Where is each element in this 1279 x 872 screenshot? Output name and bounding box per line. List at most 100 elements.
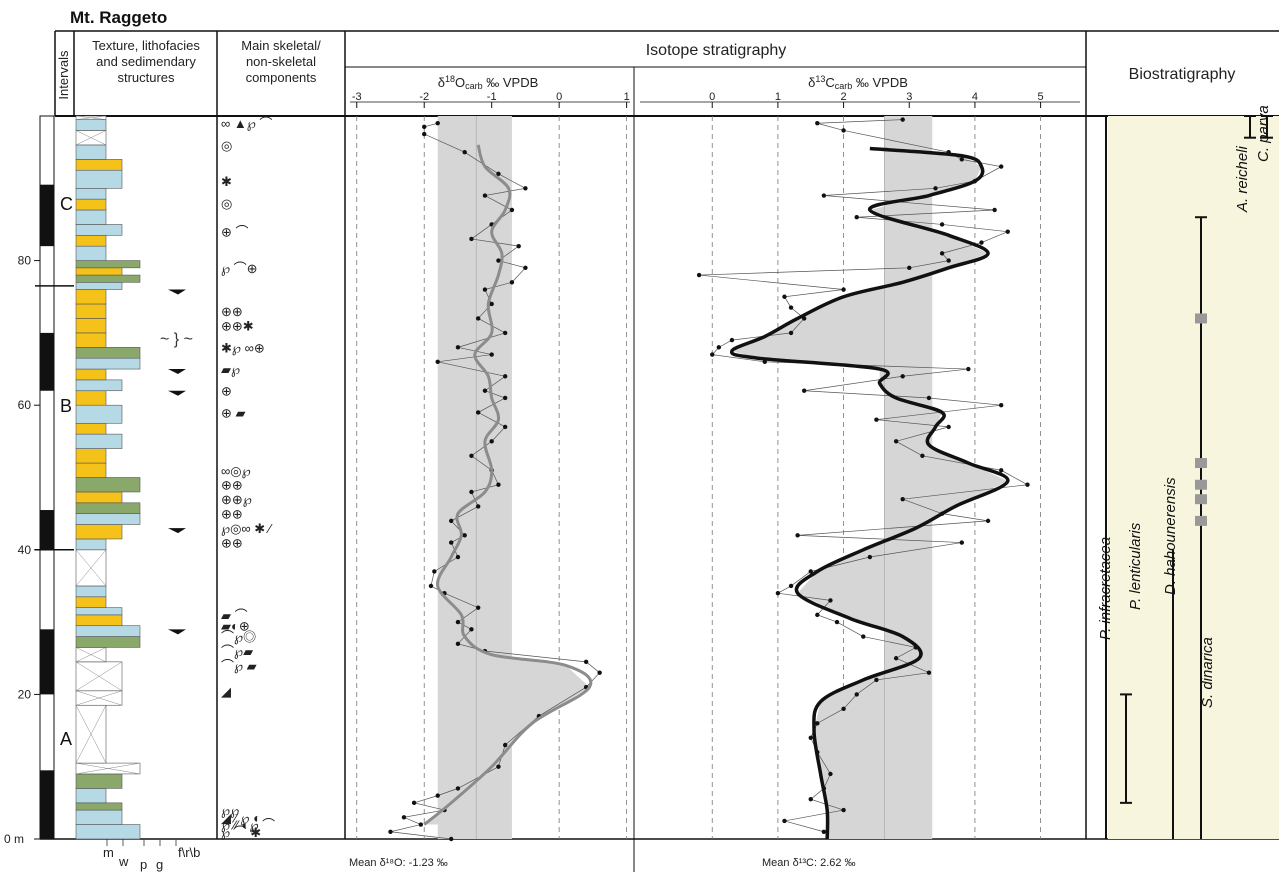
raw-data-line (699, 119, 1029, 833)
d18O-plot: -3 -2 -1 0 1 (350, 91, 630, 842)
legend-m: m (103, 845, 114, 860)
component-symbols-icon: ▰℘ (221, 362, 240, 377)
depth-tick-label: 40 (18, 543, 32, 557)
lithology-bed (75, 159, 123, 171)
data-point (926, 670, 932, 675)
data-point (496, 764, 501, 769)
lithology-bed (75, 614, 123, 627)
lithology-bed (75, 368, 107, 381)
data-point (828, 771, 833, 777)
data-point (496, 482, 501, 487)
data-point (808, 797, 813, 802)
component-symbols-icon: ⊕⊕✱ (221, 319, 254, 334)
data-point (939, 222, 945, 227)
data-point (422, 131, 427, 137)
data-point (841, 706, 846, 712)
data-point (388, 829, 393, 834)
structure-mark-icon (168, 390, 186, 396)
lithology-bed (75, 513, 141, 525)
lithology-bed (75, 448, 107, 464)
data-point (523, 265, 528, 271)
lithology-bed (75, 802, 123, 811)
data-point (455, 345, 461, 350)
interval-black-bar (40, 184, 54, 247)
data-point (449, 518, 454, 524)
component-symbols-icon: ⌒℘▰ (221, 644, 253, 659)
taxon-label: P. lenticularis (1127, 522, 1144, 610)
data-point (841, 807, 846, 813)
structure-mark-icon (168, 528, 186, 534)
components-column: ℘ ⌒ ✱℘ ∕∕ ◐℘ ⌒◢ ∕ ℘ ◐℘℘ ◢ ⌒℘ ▰⌒℘▰⌒℘◎▰◐⊕▰ ⌒… (221, 116, 275, 840)
data-point (939, 251, 945, 256)
legend-p: p (140, 857, 147, 872)
data-point (841, 287, 846, 292)
lithology-bed (75, 477, 141, 493)
data-point (449, 836, 454, 842)
data-point (509, 280, 515, 285)
data-point (502, 424, 508, 430)
data-point (435, 121, 440, 126)
data-point (496, 171, 501, 177)
lithology-bed (75, 198, 107, 211)
data-point (469, 627, 474, 632)
data-point (933, 186, 938, 191)
bio-occurrence-mark (1195, 313, 1207, 324)
lithology-bed (75, 462, 107, 478)
biostratigraphy-panel: P. infracretacea P. lenticularis D. hahoun… (1097, 105, 1279, 839)
lithology-hatch (75, 705, 107, 764)
d13C-plot: 0 1 2 3 4 5 (640, 91, 1080, 840)
data-point (482, 193, 488, 198)
lithology-hatch (75, 130, 107, 146)
data-point (788, 305, 794, 310)
x-tick-label: -3 (352, 91, 362, 103)
data-point (489, 301, 494, 307)
component-symbols-icon: ⊕⊕ (221, 478, 243, 493)
x-tick-label: 2 (841, 91, 847, 103)
lithology-bed (75, 119, 107, 131)
depth-axis: 0 m 20 40 60 80 (4, 254, 40, 846)
data-point (401, 815, 407, 820)
lithology-hatch (75, 549, 107, 587)
data-point (998, 468, 1004, 473)
data-point (502, 330, 508, 336)
lithology-bed (75, 347, 141, 359)
data-point (516, 243, 521, 249)
lithology-bed (75, 636, 141, 648)
data-point (893, 656, 899, 661)
lithology-bed (75, 596, 107, 608)
x-tick-label: 4 (972, 91, 978, 103)
lithology-bed (75, 607, 123, 616)
data-point (583, 659, 589, 665)
component-symbols-icon: ℘ ∕∕ ◐℘ ⌒ (221, 818, 275, 833)
data-point (926, 395, 932, 401)
data-point (502, 395, 508, 401)
legend-frb: f\r\b (178, 845, 200, 860)
lithology-hatch (75, 690, 123, 706)
lithology-bed (75, 289, 107, 305)
lithology-bed (75, 209, 107, 225)
data-point (482, 287, 488, 292)
lithology-bed (75, 585, 107, 598)
data-point (716, 345, 722, 350)
lithology-bed (75, 188, 107, 200)
data-point (821, 829, 827, 834)
data-point (432, 569, 437, 574)
isotope-header: Isotope stratigraphy (646, 42, 787, 59)
legend-w: w (118, 854, 129, 869)
lithology-bed (75, 234, 107, 247)
interval-black-bar (40, 629, 54, 695)
depth-tick-label: 20 (18, 687, 32, 701)
component-symbols-icon: ⊕⊕ (221, 507, 243, 522)
lithology-bed (75, 245, 107, 261)
lithology-bed (75, 357, 141, 370)
components-header-line3: components (246, 70, 317, 85)
lithology-hatch (75, 661, 123, 691)
data-point (775, 590, 781, 596)
legend-g: g (156, 857, 163, 872)
bio-background (1108, 116, 1279, 839)
data-point (815, 121, 820, 126)
intervals-header: Intervals (56, 50, 71, 100)
lithology-hatch (75, 115, 107, 120)
data-point (469, 489, 474, 495)
component-symbols-icon: ⊕ ▰ (221, 405, 246, 420)
